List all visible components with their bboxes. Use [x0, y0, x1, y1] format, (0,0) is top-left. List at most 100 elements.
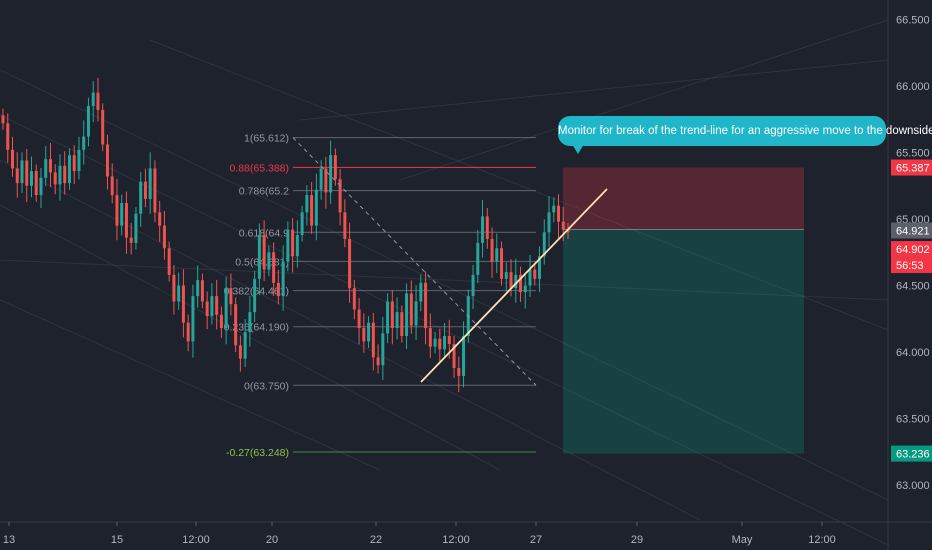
candle: [120, 203, 124, 226]
trend-line[interactable]: [420, 188, 608, 383]
candle: [409, 293, 413, 326]
candle: [234, 304, 238, 346]
price-tag-label: 65.387: [896, 163, 930, 175]
candle: [295, 234, 299, 257]
candle: [329, 155, 333, 193]
channel-line-2: [0, 114, 889, 546]
candle: [291, 229, 295, 257]
channel-line-1: [0, 69, 889, 501]
candle: [72, 155, 76, 172]
candle: [39, 177, 43, 196]
candle: [25, 160, 29, 186]
price-axis-label: 66.500: [896, 15, 930, 27]
candle: [77, 149, 81, 172]
candle: [143, 181, 147, 200]
candle: [357, 309, 361, 329]
stop-loss-zone[interactable]: [563, 167, 804, 230]
fib-level-label: 1(65.612): [244, 133, 289, 145]
candle: [447, 336, 451, 345]
price-axis-label: 66.000: [896, 81, 930, 93]
candle: [381, 333, 385, 366]
candle: [48, 159, 52, 173]
fib-trend-dashed-line: [292, 137, 537, 386]
candle: [310, 195, 314, 226]
candle: [53, 172, 57, 185]
candle: [200, 280, 204, 302]
candle: [6, 123, 10, 150]
candle: [86, 105, 90, 137]
price-axis-label: 65.500: [896, 148, 930, 160]
price-tag: [891, 445, 932, 462]
candle: [566, 229, 570, 233]
time-axis-label: 29: [631, 534, 643, 546]
candle: [124, 203, 128, 238]
candle: [105, 144, 109, 177]
candle: [172, 274, 176, 302]
candle: [405, 293, 409, 337]
time-axis-label: 27: [530, 534, 542, 546]
candle: [300, 212, 304, 235]
candle: [276, 282, 280, 297]
price-axis-label: 64.000: [896, 347, 930, 359]
candle: [371, 322, 375, 358]
fib-level-label: -0.27(63.248): [226, 447, 289, 459]
time-axis-label: 12:00: [442, 534, 470, 546]
candle: [348, 238, 352, 289]
candle: [129, 237, 133, 243]
candle: [367, 322, 371, 342]
time-axis-label: 20: [266, 534, 278, 546]
candle: [91, 92, 95, 106]
candle: [452, 344, 456, 368]
candle: [509, 272, 513, 289]
candle: [481, 216, 485, 243]
price-axis-label: 64.500: [896, 281, 930, 293]
candle: [533, 269, 537, 279]
candle: [101, 109, 105, 145]
candle: [390, 301, 394, 329]
candle: [338, 179, 342, 213]
channel-line-8: [399, 19, 889, 181]
channel-line-6: [0, 299, 381, 471]
candle: [547, 212, 551, 233]
channel-line-5: [149, 39, 889, 331]
candle: [352, 288, 356, 310]
candle: [457, 367, 461, 376]
price-tag: [891, 159, 932, 176]
fib-level-label: 0.5(64.681): [235, 256, 289, 268]
channel-line-7: [299, 59, 889, 121]
candle: [414, 301, 418, 326]
time-axis-label: 12:00: [182, 534, 210, 546]
candle: [476, 242, 480, 275]
candle: [44, 159, 48, 178]
price-tag-label: 63.236: [896, 449, 930, 461]
price-axis-label: 63.500: [896, 414, 930, 426]
annotation-callout[interactable]: Monitor for break of the trend-line for …: [558, 116, 932, 146]
fib-level-label: 0(63.750): [244, 380, 289, 392]
candle: [181, 285, 185, 323]
candle: [177, 285, 181, 302]
candle: [471, 274, 475, 297]
candle: [58, 165, 62, 185]
candle: [96, 92, 100, 110]
candle: [495, 248, 499, 262]
candle: [424, 282, 428, 329]
candle: [215, 296, 219, 315]
candle: [205, 301, 209, 317]
candle: [34, 171, 38, 196]
price-tag-label: 56:53: [896, 260, 924, 272]
candle: [191, 296, 195, 342]
candle: [262, 234, 266, 270]
candle: [186, 322, 190, 342]
candle: [305, 195, 309, 213]
candle: [286, 229, 290, 262]
candle: [519, 274, 523, 293]
candle: [485, 216, 489, 239]
time-axis-label: 12:00: [808, 534, 836, 546]
candle: [139, 181, 143, 214]
candle: [523, 285, 527, 293]
fib-level-label: 0.88(65.388): [229, 162, 289, 174]
candle: [395, 312, 399, 329]
take-profit-zone[interactable]: [563, 229, 804, 454]
